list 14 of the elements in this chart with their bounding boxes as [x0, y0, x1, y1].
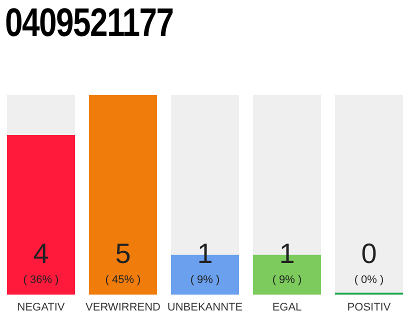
- annotation: ( 0% ): [354, 274, 384, 286]
- x-tick-label: EGAL: [272, 301, 302, 314]
- data-label: 5: [115, 238, 131, 269]
- x-tick-label: NEGATIV: [17, 301, 66, 314]
- x-tick-label: POSITIV: [347, 301, 392, 314]
- annotation: ( 9% ): [190, 274, 220, 286]
- x-tick-label: UNBEKANNTE: [167, 301, 243, 314]
- annotation: ( 45% ): [105, 274, 141, 286]
- chart-title: 0409521177: [5, 0, 174, 46]
- annotation: ( 36% ): [23, 274, 59, 286]
- data-label: 0: [361, 238, 377, 269]
- data-label: 4: [33, 238, 49, 269]
- x-tick-label: VERWIRREND: [86, 301, 161, 314]
- annotation: ( 9% ): [272, 274, 302, 286]
